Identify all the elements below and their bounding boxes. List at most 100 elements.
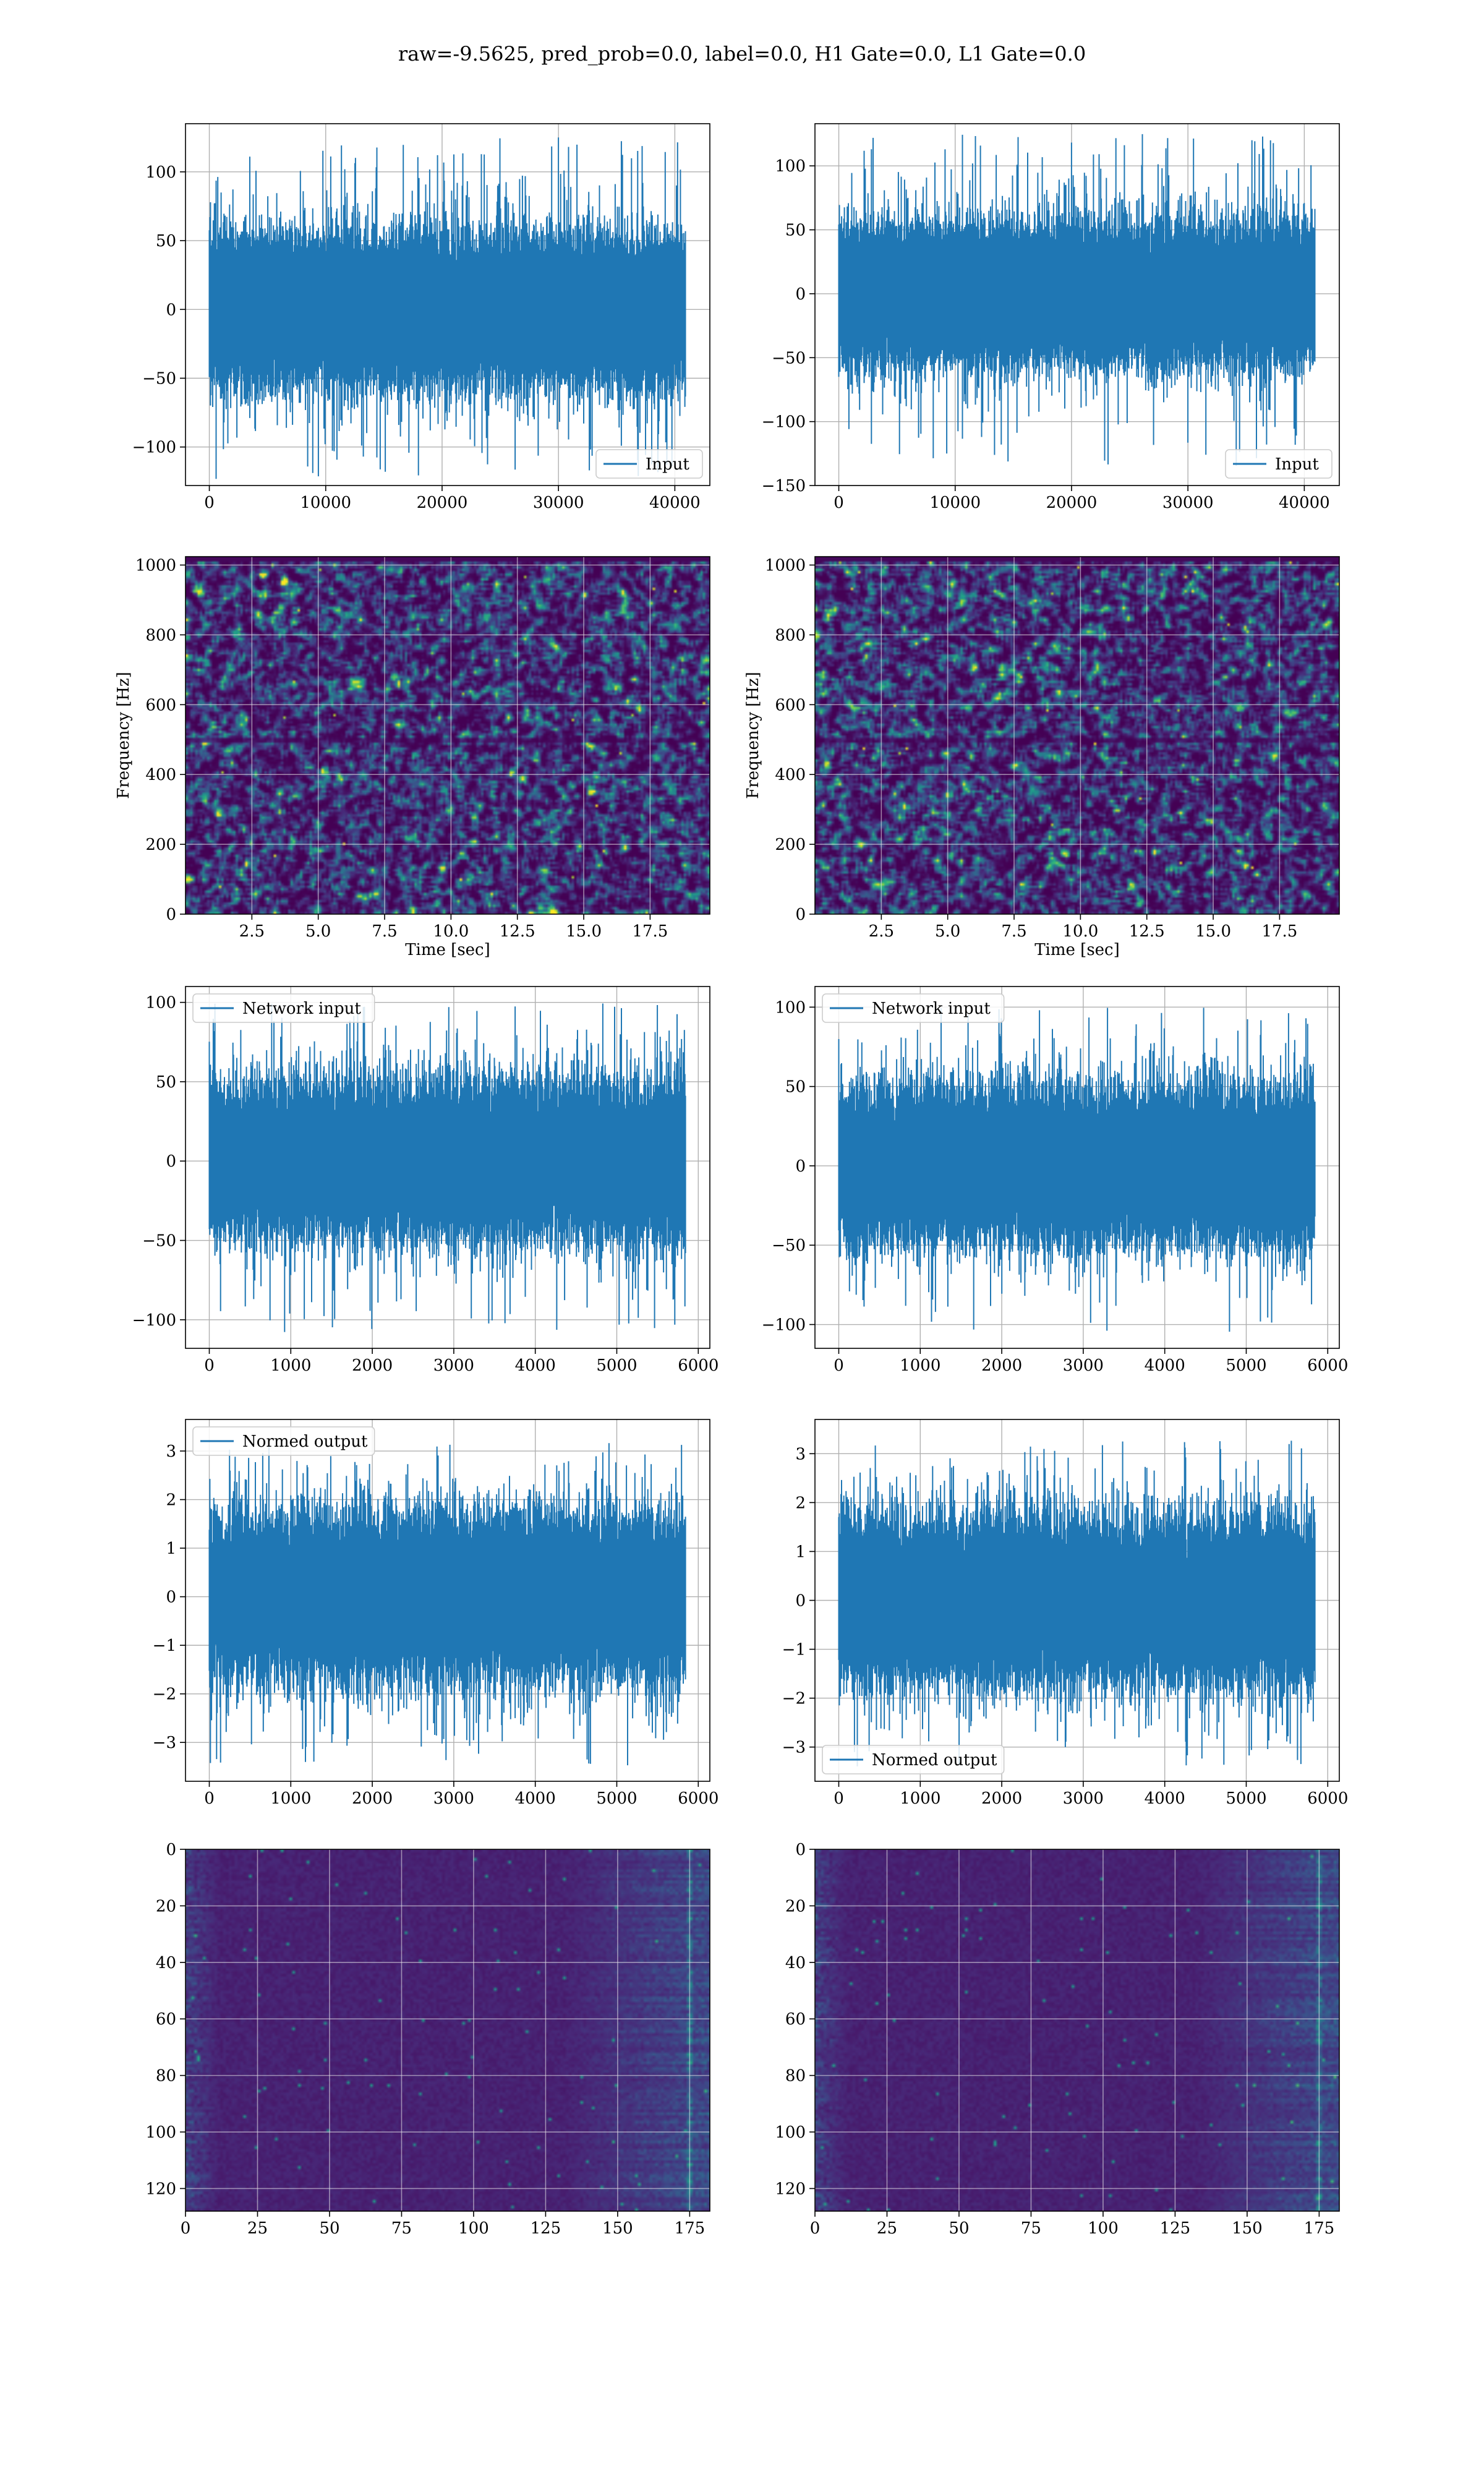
- feat-h1-xtick-label: 25: [247, 2219, 268, 2238]
- spec-l1-ylabel: Frequency [Hz]: [744, 672, 762, 799]
- normout-h1-axes-frame: [185, 1419, 710, 1782]
- feat-l1-ytick-label: 40: [785, 1954, 806, 1972]
- spec-l1-heatmap-image: [815, 557, 1339, 914]
- spec-h1-xtick-label: 17.5: [632, 922, 668, 941]
- input-l1-axes-frame: [814, 123, 1340, 486]
- normout-l1-ytick-label: −1: [782, 1641, 806, 1659]
- feat-h1-ytick-label: 120: [145, 2180, 176, 2198]
- netin-l1-xtick-label: 1000: [900, 1356, 940, 1375]
- input-h1-xtick-label: 20000: [417, 494, 468, 512]
- spec-h1-xtick-label: 5.0: [305, 922, 331, 941]
- netin-l1-xtick-label: 4000: [1145, 1356, 1185, 1375]
- feat-l1-heatmap-image: [815, 1849, 1339, 2211]
- spec-l1-ytick-label: 1000: [765, 557, 806, 575]
- netin-h1-xtick-label: 2000: [352, 1356, 393, 1375]
- netin-h1-xtick-label: 6000: [678, 1356, 719, 1375]
- panel-input-h1: 0 10000 20000 30000 40000 −100 −50 0 50 100 Input: [132, 123, 710, 512]
- normout-l1-legend: Normed output: [822, 1745, 1005, 1774]
- normout-h1-ytick-label: −3: [153, 1734, 176, 1752]
- normout-l1-legend-label: Normed output: [872, 1751, 997, 1770]
- input-l1-legend: Input: [1225, 449, 1333, 479]
- normout-h1-legend-label: Normed output: [242, 1432, 368, 1451]
- feat-l1-xtick-label: 150: [1232, 2219, 1263, 2238]
- netin-h1-axes-frame: [185, 986, 710, 1349]
- spec-l1-xtick-label: 5.0: [935, 922, 960, 941]
- netin-l1-ytick-label: −50: [772, 1236, 806, 1255]
- feat-h1-grid: [186, 1849, 710, 2211]
- input-h1-ytick-label: 50: [156, 232, 176, 250]
- feat-h1-xtick-label: 150: [602, 2219, 633, 2238]
- netin-l1-ytick-label: −100: [762, 1316, 806, 1335]
- netin-h1-xtick-label: 3000: [433, 1356, 474, 1375]
- netin-l1-series-line: [838, 1008, 1316, 1332]
- input-l1-ytick-label: −50: [772, 349, 806, 367]
- netin-l1-ytick-label: 100: [775, 998, 806, 1017]
- spec-h1-xtick-label: 7.5: [372, 922, 397, 941]
- spec-h1-ytick-label: 0: [166, 905, 176, 924]
- input-h1-series-line: [208, 137, 686, 479]
- netin-h1-ytick-label: −100: [132, 1311, 176, 1330]
- spec-h1-ytick-label: 1000: [135, 557, 176, 575]
- normout-h1-xtick-label: 0: [204, 1789, 215, 1808]
- feat-l1-plot-area: [815, 1849, 1339, 2211]
- feat-h1-ytick-label: 60: [156, 2010, 176, 2029]
- input-h1-plot-area: [186, 124, 710, 486]
- panel-normout-h1: 0 1000 2000 3000 4000 5000 6000 −3 −2 −1 0 1 2 3 Norme…: [153, 1419, 719, 1808]
- netin-l1-xtick-label: 0: [834, 1356, 844, 1375]
- normout-h1-ytick-label: 3: [166, 1442, 176, 1461]
- input-h1-xtick-label: 10000: [300, 494, 351, 512]
- spec-l1-xtick-label: 12.5: [1129, 922, 1165, 941]
- input-l1-xtick-label: 0: [834, 494, 844, 512]
- normout-l1-xtick-label: 5000: [1226, 1789, 1266, 1808]
- netin-l1-xtick-label: 5000: [1226, 1356, 1266, 1375]
- input-h1-ytick-label: −50: [142, 370, 176, 388]
- netin-h1-plot-area: [186, 987, 710, 1348]
- feat-l1-ytick-label: 20: [785, 1897, 806, 1915]
- spec-h1-xtick-label: 15.0: [566, 922, 602, 941]
- spec-l1-ytick-label: 0: [795, 905, 806, 924]
- spec-l1-ytick-label: 800: [775, 626, 806, 644]
- feat-l1-ytick-label: 100: [775, 2123, 806, 2142]
- spec-h1-axes-frame: [185, 556, 710, 915]
- feat-h1-xtick-label: 100: [458, 2219, 489, 2238]
- feat-l1-xtick-label: 100: [1088, 2219, 1119, 2238]
- input-l1-ytick-label: −150: [762, 477, 806, 495]
- feat-l1-ytick-label: 0: [795, 1841, 806, 1859]
- netin-h1-xtick-label: 0: [204, 1356, 215, 1375]
- normout-l1-series-line: [838, 1440, 1316, 1766]
- panel-spec-h1: 2.5 5.0 7.5 10.0 12.5 15.0 17.5 0 200 400 600 800 10…: [114, 556, 710, 959]
- spec-h1-ytick-label: 200: [145, 836, 176, 854]
- spec-l1-xtick-label: 17.5: [1261, 922, 1297, 941]
- normout-h1-xtick-label: 5000: [596, 1789, 637, 1808]
- feat-l1-xtick-label: 75: [1021, 2219, 1041, 2238]
- feat-h1-ytick-label: 20: [156, 1897, 176, 1915]
- spec-h1-xtick-label: 2.5: [239, 922, 265, 941]
- input-h1-ytick-label: 100: [145, 163, 176, 182]
- input-l1-plot-area: [815, 124, 1339, 486]
- feat-l1-ytick-label: 60: [785, 2010, 806, 2029]
- spec-l1-ytick-label: 600: [775, 696, 806, 714]
- feat-h1-xtick-label: 125: [531, 2219, 561, 2238]
- feat-l1-xtick-label: 125: [1160, 2219, 1191, 2238]
- spec-h1-ytick-label: 600: [145, 696, 176, 714]
- netin-l1-xtick-label: 3000: [1063, 1356, 1104, 1375]
- feat-l1-xtick-label: 25: [877, 2219, 897, 2238]
- input-h1-legend-label: Input: [646, 455, 689, 474]
- netin-l1-plot-area: [815, 987, 1339, 1348]
- feat-l1-xtick-label: 175: [1304, 2219, 1335, 2238]
- netin-h1-xtick-label: 5000: [596, 1356, 637, 1375]
- panel-normout-l1: 0 1000 2000 3000 4000 5000 6000 −3 −2 −1 0 1 2 3 Norme…: [782, 1419, 1348, 1808]
- panel-feat-h1: 0 25 50 75 100 125 150 175 0 20 40 60 80 100 120: [145, 1841, 710, 2238]
- input-h1-xtick-label: 30000: [533, 494, 584, 512]
- input-h1-xtick-label: 0: [204, 494, 215, 512]
- normout-l1-ytick-label: −3: [782, 1739, 806, 1757]
- feat-h1-plot-area: [186, 1849, 710, 2211]
- input-h1-axes-frame: [185, 123, 710, 486]
- normout-h1-xtick-label: 1000: [270, 1789, 311, 1808]
- normout-l1-ytick-label: 2: [795, 1494, 806, 1512]
- netin-l1-ytick-label: 0: [795, 1157, 806, 1176]
- input-l1-xtick-label: 40000: [1279, 494, 1330, 512]
- netin-h1-xtick-label: 1000: [270, 1356, 311, 1375]
- spec-l1-plot-area: [815, 557, 1339, 914]
- normout-l1-ytick-label: 1: [795, 1543, 806, 1561]
